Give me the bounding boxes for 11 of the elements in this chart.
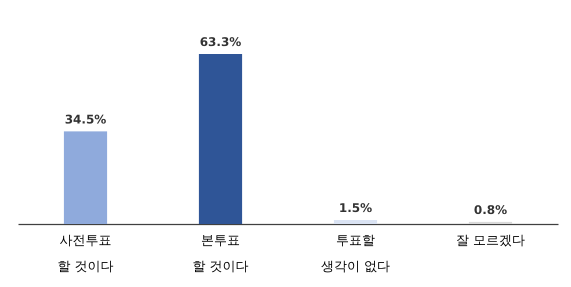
bar [198, 54, 242, 224]
data-label: 63.3% [200, 35, 242, 49]
data-label: 34.5% [64, 112, 106, 126]
bar [334, 220, 378, 224]
bar [64, 131, 108, 224]
x-tick-label: 사전투표 할 것이다 [57, 234, 114, 274]
x-tick-label: 본투표 할 것이다 [192, 234, 249, 274]
data-label: 1.5% [338, 200, 372, 215]
data-label: 0.8% [474, 202, 508, 217]
x-tick-label: 투표할 생각이 없다 [320, 234, 390, 274]
x-tick-label: 잘 모르겠다 [456, 234, 526, 248]
